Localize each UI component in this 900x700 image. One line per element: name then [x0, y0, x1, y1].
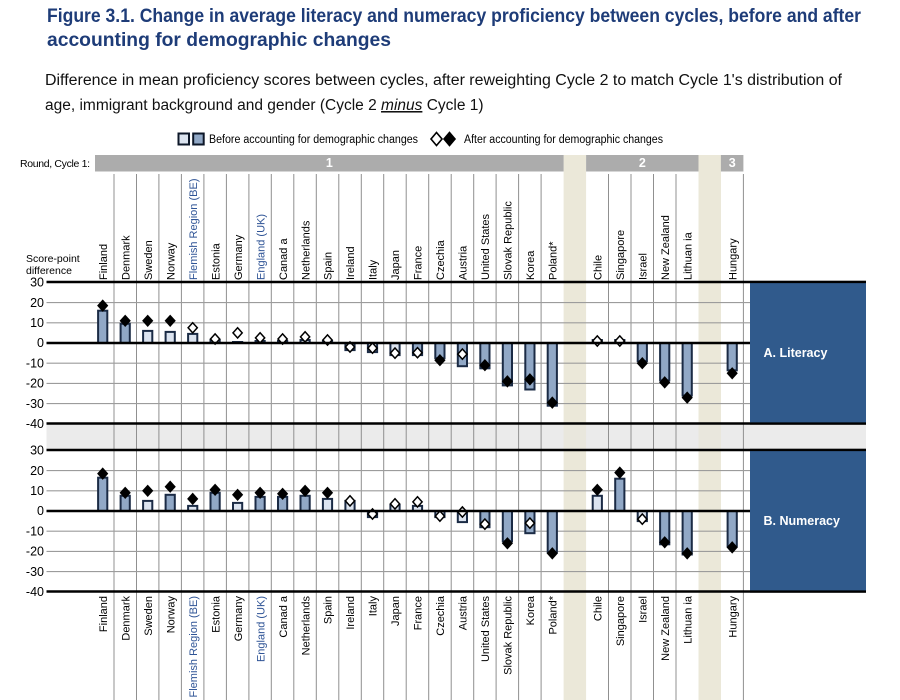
svg-text:Italy: Italy — [368, 596, 380, 617]
svg-text:Score-point: Score-point — [26, 253, 80, 265]
svg-text:Norway: Norway — [165, 242, 177, 280]
svg-text:1: 1 — [326, 156, 333, 170]
svg-text:Germany: Germany — [233, 234, 245, 280]
svg-text:20: 20 — [30, 464, 44, 478]
svg-text:30: 30 — [30, 276, 44, 290]
svg-text:Hungary: Hungary — [727, 596, 739, 638]
svg-text:Korea: Korea — [525, 595, 537, 625]
svg-text:Norway: Norway — [165, 596, 177, 634]
svg-text:20: 20 — [30, 296, 44, 310]
svg-text:Slovak Republic: Slovak Republic — [503, 201, 515, 280]
svg-text:Lithuan ia: Lithuan ia — [682, 231, 694, 280]
svg-text:-40: -40 — [26, 417, 44, 431]
svg-text:Israel: Israel — [638, 253, 650, 280]
svg-text:-30: -30 — [26, 397, 44, 411]
svg-text:Sweden: Sweden — [143, 596, 155, 636]
svg-text:Spain: Spain — [323, 252, 335, 280]
svg-text:accounting for demographic cha: accounting for demographic changes — [47, 30, 391, 51]
svg-text:Ireland: Ireland — [345, 596, 357, 630]
svg-text:30: 30 — [30, 444, 44, 458]
svg-text:Netherlands: Netherlands — [300, 220, 312, 280]
svg-text:Denmark: Denmark — [120, 235, 132, 280]
svg-text:Korea: Korea — [525, 250, 537, 280]
svg-text:Chile: Chile — [593, 596, 605, 621]
svg-text:Czechia: Czechia — [435, 239, 447, 280]
svg-text:Difference in mean proficiency: Difference in mean proficiency scores be… — [45, 72, 843, 89]
svg-text:Israel: Israel — [638, 596, 650, 623]
svg-text:Canad a: Canad a — [278, 595, 290, 637]
svg-text:Singapore: Singapore — [615, 596, 627, 646]
svg-text:A. Literacy: A. Literacy — [764, 346, 828, 360]
svg-text:Finland: Finland — [98, 596, 110, 632]
svg-text:Germany: Germany — [233, 596, 245, 642]
svg-text:Austria: Austria — [458, 595, 470, 630]
svg-text:10: 10 — [30, 484, 44, 498]
svg-text:Sweden: Sweden — [143, 240, 155, 280]
svg-text:-10: -10 — [26, 356, 44, 370]
svg-text:Denmark: Denmark — [120, 596, 132, 641]
svg-text:Ireland: Ireland — [345, 246, 357, 280]
svg-text:Finland: Finland — [98, 244, 110, 280]
svg-text:Japan: Japan — [390, 596, 402, 626]
svg-text:Canad a: Canad a — [278, 238, 290, 280]
svg-text:0: 0 — [37, 504, 44, 518]
svg-text:Before accounting for demograp: Before accounting for demographic change… — [209, 134, 418, 146]
svg-text:difference: difference — [26, 265, 72, 277]
svg-text:France: France — [413, 246, 425, 280]
svg-text:3: 3 — [729, 156, 736, 170]
svg-text:-30: -30 — [26, 565, 44, 579]
svg-text:-40: -40 — [26, 585, 44, 599]
svg-text:Spain: Spain — [323, 596, 335, 624]
svg-text:Singapore: Singapore — [615, 230, 627, 280]
svg-text:0: 0 — [37, 336, 44, 350]
svg-text:10: 10 — [30, 316, 44, 330]
svg-text:New Zealand: New Zealand — [660, 596, 672, 661]
svg-text:Flemish Region (BE): Flemish Region (BE) — [188, 179, 200, 280]
svg-text:Hungary: Hungary — [727, 238, 739, 280]
svg-text:After accounting for demograph: After accounting for demographic changes — [464, 134, 663, 146]
svg-text:Netherlands: Netherlands — [300, 596, 312, 656]
svg-text:Austria: Austria — [458, 245, 470, 280]
svg-text:New Zealand: New Zealand — [660, 215, 672, 280]
svg-text:Figure 3.1. Change in average: Figure 3.1. Change in average literacy a… — [47, 6, 862, 27]
svg-text:Flemish Region (BE): Flemish Region (BE) — [188, 596, 200, 697]
svg-text:Round, Cycle 1:: Round, Cycle 1: — [20, 158, 90, 170]
svg-text:Estonia: Estonia — [210, 242, 222, 280]
svg-text:2: 2 — [639, 156, 646, 170]
svg-text:-20: -20 — [26, 545, 44, 559]
svg-text:England (UK): England (UK) — [255, 596, 267, 662]
svg-text:Japan: Japan — [390, 250, 402, 280]
svg-text:Slovak Republic: Slovak Republic — [503, 596, 515, 675]
svg-text:England (UK): England (UK) — [255, 214, 267, 280]
svg-text:United States: United States — [480, 596, 492, 663]
svg-text:United States: United States — [480, 213, 492, 280]
svg-text:-20: -20 — [26, 377, 44, 391]
svg-text:Poland*: Poland* — [548, 241, 560, 280]
svg-text:Lithuan ia: Lithuan ia — [682, 595, 694, 644]
svg-text:Estonia: Estonia — [210, 595, 222, 633]
svg-text:Czechia: Czechia — [435, 595, 447, 636]
svg-text:Chile: Chile — [593, 255, 605, 280]
svg-text:Poland*: Poland* — [548, 595, 560, 634]
svg-text:-10: -10 — [26, 524, 44, 538]
svg-text:France: France — [413, 596, 425, 630]
svg-text:B. Numeracy: B. Numeracy — [764, 514, 840, 528]
svg-text:age, immigrant background and: age, immigrant background and gender (Cy… — [45, 97, 484, 114]
svg-text:Italy: Italy — [368, 259, 380, 280]
